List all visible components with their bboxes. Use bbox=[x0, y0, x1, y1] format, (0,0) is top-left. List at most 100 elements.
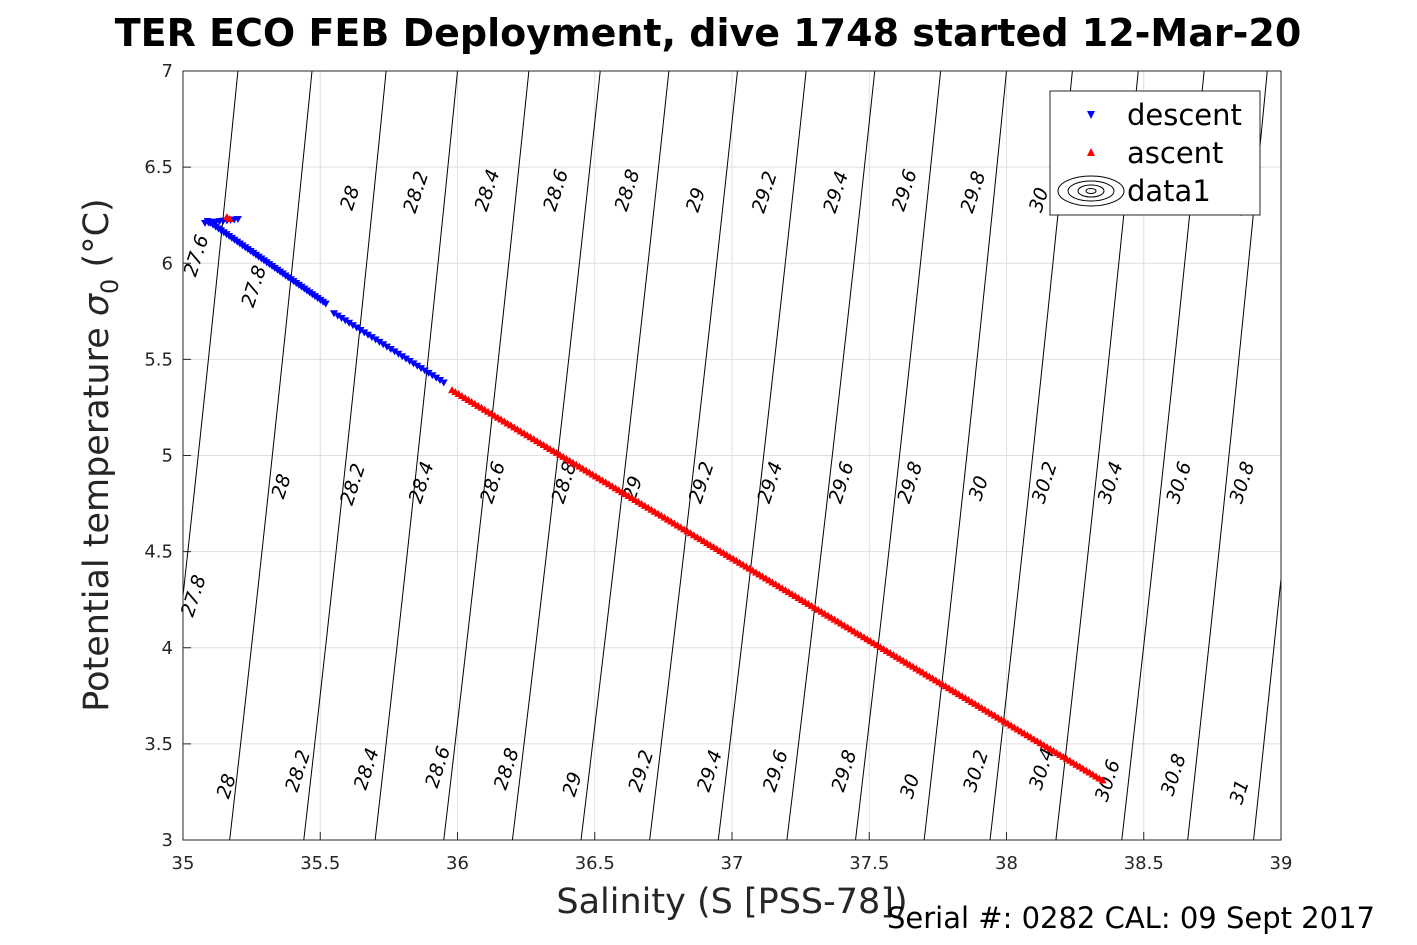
descent-point bbox=[439, 379, 448, 387]
descent-point bbox=[364, 331, 373, 339]
descent-point bbox=[356, 326, 365, 334]
contour-label: 30 bbox=[1025, 185, 1053, 215]
contour-label: 30.2 bbox=[1028, 459, 1062, 506]
contour-label: 28 bbox=[267, 471, 295, 501]
contour-line bbox=[303, 71, 387, 840]
contour-label: 30.6 bbox=[1162, 459, 1196, 506]
contour-label: 27.6 bbox=[180, 232, 214, 279]
footer-serial: Serial #: 0282 CAL: 09 Sept 2017 bbox=[887, 901, 1375, 935]
x-tick-label: 36.5 bbox=[575, 853, 615, 874]
contour-label: 27.8 bbox=[237, 263, 271, 310]
descent-point bbox=[413, 362, 422, 370]
descent-point bbox=[341, 317, 350, 325]
x-axis-label: Salinity (S [PSS-78]) bbox=[556, 882, 907, 922]
x-tick-label: 37 bbox=[721, 853, 744, 874]
contour-label: 30 bbox=[965, 473, 993, 503]
contour-line bbox=[183, 71, 239, 601]
descent-point bbox=[424, 369, 433, 377]
contour-label: 28.4 bbox=[405, 459, 439, 506]
legend-descent-marker bbox=[1087, 111, 1095, 119]
contour-label: 29.2 bbox=[685, 459, 719, 506]
y-tick-label: 3 bbox=[162, 830, 173, 851]
y-tick-label: 4.5 bbox=[144, 542, 173, 563]
contour-label: 28.4 bbox=[350, 745, 384, 792]
contour-label: 28.2 bbox=[399, 169, 433, 216]
descent-point bbox=[420, 367, 429, 375]
y-tick-label: 5 bbox=[162, 446, 173, 467]
contour-label: 31 bbox=[1225, 777, 1253, 807]
descent-point bbox=[398, 353, 407, 361]
descent-point bbox=[390, 348, 399, 356]
descent-point bbox=[360, 329, 369, 337]
descent-point bbox=[401, 355, 410, 363]
plot-frame bbox=[182, 70, 1282, 841]
contour-line bbox=[649, 71, 738, 840]
contour-label: 30.8 bbox=[1157, 751, 1191, 798]
descent-point bbox=[345, 319, 354, 327]
y-axis-label: Potential temperature σ0 (°C) bbox=[77, 198, 124, 711]
x-tick-label: 38.5 bbox=[1124, 853, 1164, 874]
contour-label: 29.8 bbox=[827, 747, 861, 794]
contour-label: 30.4 bbox=[1094, 459, 1128, 506]
contour-label: 28.4 bbox=[470, 167, 504, 214]
contour-label: 27.8 bbox=[177, 572, 211, 619]
y-tick-label: 3.5 bbox=[144, 734, 173, 755]
y-tick-label: 7 bbox=[162, 61, 173, 82]
contour-label: 28 bbox=[336, 183, 364, 213]
descent-point bbox=[394, 350, 403, 358]
y-tick-label: 4 bbox=[162, 638, 173, 659]
descent-point bbox=[371, 336, 380, 344]
y-axis-label-sub: 0 bbox=[96, 279, 124, 294]
contour-label: 30 bbox=[896, 771, 924, 801]
legend-descent-label: descent bbox=[1127, 98, 1242, 132]
descent-point bbox=[405, 357, 414, 365]
contour-line bbox=[443, 71, 530, 840]
contour-label: 28.6 bbox=[539, 167, 573, 214]
contour-line bbox=[580, 71, 670, 840]
contour-label: 29.4 bbox=[753, 459, 787, 506]
contour-line bbox=[1317, 71, 1394, 840]
contour-label: 29 bbox=[682, 185, 710, 215]
descent-point bbox=[233, 216, 242, 224]
descent-point bbox=[382, 343, 391, 351]
y-axis-label-main: Potential temperature bbox=[77, 316, 117, 712]
descent-point bbox=[333, 312, 342, 320]
x-tick-label: 37.5 bbox=[849, 853, 889, 874]
contour-label: 29 bbox=[558, 769, 586, 799]
x-tick-label: 36 bbox=[446, 853, 469, 874]
x-tick-label: 38 bbox=[995, 853, 1018, 874]
contour-label: 28.2 bbox=[336, 461, 370, 508]
legend: descent ascent data1 bbox=[1049, 90, 1261, 216]
contour-line bbox=[1253, 573, 1281, 840]
descent-point bbox=[379, 341, 388, 349]
contour-label: 29.4 bbox=[819, 169, 853, 216]
x-tick-label: 39 bbox=[1270, 853, 1293, 874]
descent-point bbox=[352, 324, 361, 332]
contour-label: 28.6 bbox=[476, 459, 510, 506]
descent-point bbox=[321, 300, 330, 308]
contour-label: 29.4 bbox=[693, 747, 727, 794]
descent-point bbox=[386, 346, 395, 354]
contour-label: 30.8 bbox=[1225, 459, 1259, 506]
contour-label: 30.2 bbox=[959, 747, 993, 794]
descent-point bbox=[329, 310, 338, 318]
y-tick-labels: 3 3.5 4 4.5 5 5.5 6 6.5 7 bbox=[144, 61, 173, 851]
descent-point bbox=[435, 377, 444, 385]
chart-title: TER ECO FEB Deployment, dive 1748 starte… bbox=[115, 11, 1302, 55]
descent-point bbox=[428, 372, 437, 380]
x-tick-label: 35 bbox=[172, 853, 195, 874]
x-tick-labels: 35 35.5 36 36.5 37 37.5 38 38.5 39 bbox=[172, 853, 1293, 874]
descent-point bbox=[367, 334, 376, 342]
y-tick-label: 6.5 bbox=[144, 157, 173, 178]
y-axis-label-sigma: σ bbox=[77, 292, 117, 316]
contour-line bbox=[229, 71, 313, 840]
data-points bbox=[200, 213, 1107, 784]
contour-label: 29.8 bbox=[956, 169, 990, 216]
descent-point bbox=[337, 315, 346, 323]
legend-data1-icon bbox=[1057, 175, 1125, 207]
x-tick-label: 35.5 bbox=[300, 853, 340, 874]
y-tick-label: 6 bbox=[162, 253, 173, 274]
contour-label: 29.6 bbox=[825, 459, 859, 506]
ascent-point bbox=[225, 215, 234, 223]
